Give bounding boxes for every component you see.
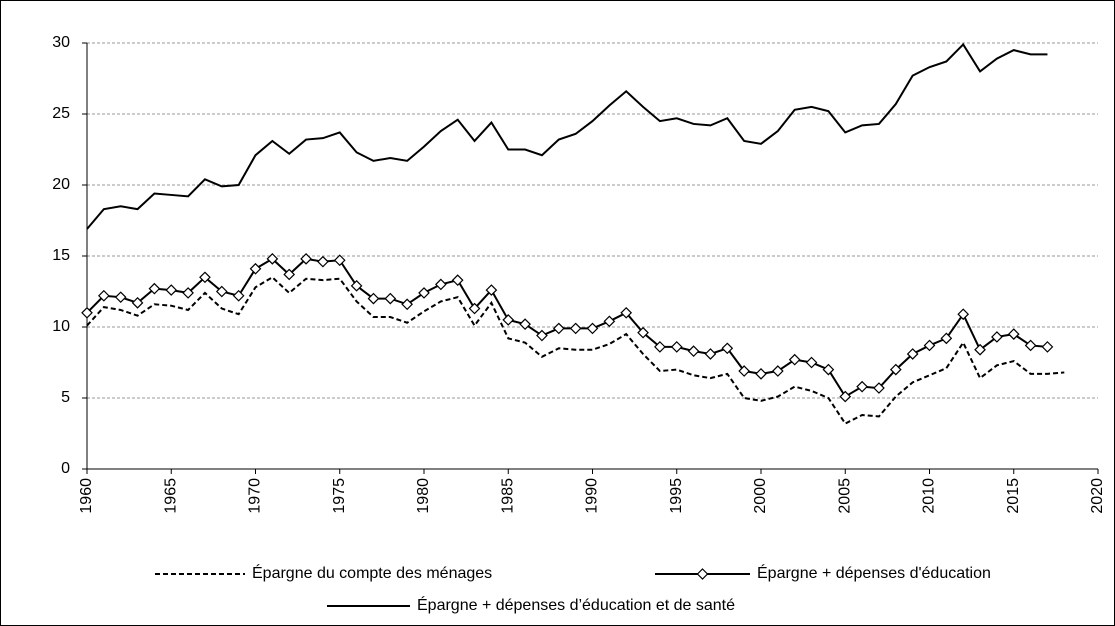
point-marker [182,287,194,299]
series-line [86,42,1048,230]
point-marker [721,342,734,355]
point-marker [232,289,245,302]
point-marker [148,282,161,295]
point-marker [333,254,346,267]
point-marker [199,271,211,284]
x-tick-label: 2000 [752,478,769,514]
x-tick-label: 2015 [1005,478,1022,514]
point-marker [1024,339,1037,352]
point-marker [889,363,902,376]
point-marker [401,298,413,311]
point-marker [670,341,683,353]
point-marker [98,289,110,302]
point-marker [873,382,885,394]
point-marker [923,339,936,352]
x-tick-label: 2005 [836,478,853,514]
point-marker [502,314,515,326]
point-marker [755,368,767,380]
x-tick-label: 1990 [584,478,601,514]
point-marker [738,365,750,377]
point-marker [957,308,970,321]
y-tick-label: 0 [61,460,70,477]
point-marker [131,297,144,309]
point-marker [974,343,986,356]
point-marker [485,284,498,296]
point-marker [906,348,919,360]
y-tick-label: 15 [52,247,70,264]
point-marker [249,262,262,275]
point-marker [435,278,447,291]
point-marker [654,341,666,353]
point-marker [114,291,127,304]
point-marker [468,302,481,315]
x-tick-label: 1980 [415,478,432,514]
point-marker [1007,328,1020,340]
point-marker [620,306,633,319]
x-tick-label: 2010 [921,478,938,514]
point-marker [552,322,565,335]
point-marker [1041,341,1054,353]
series-line [86,276,1065,425]
y-tick-label: 30 [52,34,70,51]
point-marker [822,363,835,376]
point-marker [603,315,616,328]
point-marker [704,348,717,360]
point-marker [839,390,852,403]
x-tick-label: 1970 [247,478,264,514]
point-marker [991,331,1003,343]
point-marker [350,279,363,292]
x-tick-label: 1985 [499,478,516,514]
x-tick-label: 2020 [1089,478,1106,514]
y-tick-label: 5 [61,389,70,406]
point-marker [772,365,784,377]
legend-label: Épargne + dépenses d’éducation et de san… [417,595,735,614]
series-line [86,257,1048,398]
y-tick-label: 10 [52,318,70,335]
point-marker [283,268,296,281]
point-marker [586,322,599,335]
point-marker [805,356,818,369]
point-marker [788,353,801,366]
point-marker [165,284,178,296]
point-marker [637,326,649,339]
point-marker [317,255,329,268]
point-marker [266,252,279,265]
point-marker [519,318,531,331]
point-marker [569,322,582,335]
point-marker [215,285,228,298]
point-marker [367,292,380,305]
x-tick-label: 1995 [668,478,685,514]
y-tick-label: 25 [52,105,70,122]
point-marker [81,306,93,319]
legend-label: Épargne du compte des ménages [252,563,492,582]
point-marker [856,380,868,393]
point-marker [536,329,548,342]
point-marker [451,274,464,286]
y-tick-label: 20 [52,176,70,193]
point-marker [940,332,953,345]
point-marker [687,345,700,357]
x-tick-label: 1965 [162,478,179,514]
x-tick-label: 1975 [331,478,348,514]
point-marker [300,252,312,265]
legend-label: Épargne + dépenses d'éducation [757,563,991,582]
point-marker [418,287,430,299]
point-marker [384,292,397,305]
legend-marker [696,568,709,580]
x-tick-label: 1960 [78,478,95,514]
